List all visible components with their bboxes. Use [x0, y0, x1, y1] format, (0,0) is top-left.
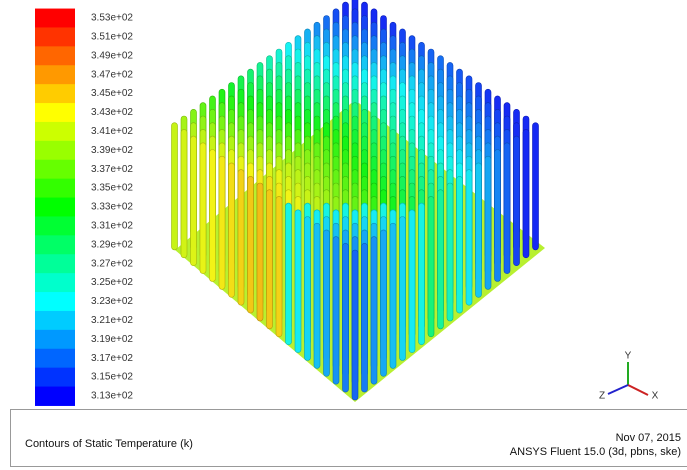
fin [466, 170, 472, 306]
legend-swatch [35, 65, 75, 84]
fin [286, 203, 292, 345]
graphics-view: 3.53e+02 3.51e+02 3.49e+02 3.47e+02 3.45e+02… [0, 0, 687, 408]
legend-label: 3.15e+02 [91, 372, 133, 383]
color-legend: 3.53e+02 3.51e+02 3.49e+02 3.47e+02 3.45e+02… [35, 9, 133, 406]
legend-swatch [35, 292, 75, 311]
fin [181, 129, 187, 257]
legend-swatch [35, 46, 75, 65]
fin [476, 163, 482, 297]
legend-swatch [35, 9, 75, 28]
fin [362, 243, 368, 392]
fin [447, 183, 453, 321]
legend-label: 3.27e+02 [91, 258, 133, 269]
legend-label: 3.21e+02 [91, 315, 133, 326]
fin [238, 170, 244, 306]
fin [333, 237, 339, 385]
axis-triad: Y X Z [599, 351, 659, 402]
legend-label: 3.31e+02 [91, 221, 133, 232]
legend-swatch [35, 179, 75, 198]
legend-swatch [35, 368, 75, 387]
z-label: Z [599, 391, 605, 402]
legend-label: 3.39e+02 [91, 145, 133, 156]
fin [428, 196, 434, 336]
heat-sink-render [172, 0, 546, 402]
legend-swatch [35, 273, 75, 292]
z-axis [608, 385, 628, 394]
legend-swatch [35, 311, 75, 330]
legend-swatch [35, 27, 75, 46]
fin [533, 123, 539, 250]
legend-swatch [35, 387, 75, 406]
fin [438, 190, 444, 329]
legend-swatch [35, 198, 75, 217]
fin [248, 176, 254, 313]
legend-label: 3.19e+02 [91, 334, 133, 345]
fin [523, 129, 529, 257]
fluent-window: 3.53e+02 3.51e+02 3.49e+02 3.47e+02 3.45e+02… [0, 0, 687, 470]
legend-label: 3.43e+02 [91, 107, 133, 118]
fin [267, 190, 273, 329]
legend-label: 3.53e+02 [91, 13, 133, 24]
fin [485, 156, 491, 289]
legend-label: 3.29e+02 [91, 239, 133, 250]
date: Nov 07, 2015 [616, 432, 681, 444]
fin [276, 196, 282, 336]
fin [200, 143, 206, 274]
legend-swatch [35, 160, 75, 179]
version: ANSYS Fluent 15.0 (3d, pbns, ske) [510, 446, 681, 458]
fin [381, 230, 387, 376]
fin [314, 223, 320, 368]
fin [295, 210, 301, 353]
legend-label: 3.17e+02 [91, 353, 133, 364]
fin [400, 217, 406, 361]
legend-label: 3.25e+02 [91, 277, 133, 288]
legend-label: 3.51e+02 [91, 32, 133, 43]
fin [371, 237, 377, 385]
fin [305, 217, 311, 361]
legend-label: 3.47e+02 [91, 69, 133, 80]
fin [229, 163, 235, 297]
legend-label: 3.45e+02 [91, 88, 133, 99]
legend-label: 3.49e+02 [91, 50, 133, 61]
fin [324, 230, 330, 376]
fin [172, 123, 178, 250]
legend-label: 3.13e+02 [91, 391, 133, 402]
legend-swatch [35, 84, 75, 103]
legend-label: 3.41e+02 [91, 126, 133, 137]
info-panel: Contours of Static Temperature (k) Nov 0… [10, 409, 687, 467]
legend-swatch [35, 122, 75, 141]
fin [409, 210, 415, 353]
fin [457, 176, 463, 313]
legend-swatch [35, 330, 75, 349]
x-axis [628, 385, 648, 395]
fin [219, 156, 225, 289]
legend-label: 3.23e+02 [91, 296, 133, 307]
legend-label: 3.33e+02 [91, 202, 133, 213]
legend-swatch [35, 254, 75, 273]
fin [514, 136, 520, 266]
legend-swatch [35, 235, 75, 254]
fin [191, 136, 197, 266]
legend-swatch [35, 216, 75, 235]
y-label: Y [625, 351, 632, 362]
fin [257, 183, 263, 321]
legend-label: 3.35e+02 [91, 183, 133, 194]
fin [419, 203, 425, 345]
legend-swatch [35, 103, 75, 122]
fin [504, 143, 510, 274]
fin [352, 250, 358, 400]
x-label: X [652, 391, 659, 402]
legend-swatch [35, 141, 75, 160]
fin [343, 243, 349, 392]
plot-title: Contours of Static Temperature (k) [25, 438, 193, 450]
legend-swatch [35, 349, 75, 368]
fin [210, 150, 216, 282]
fin [495, 150, 501, 282]
fin [390, 223, 396, 368]
legend-label: 3.37e+02 [91, 164, 133, 175]
